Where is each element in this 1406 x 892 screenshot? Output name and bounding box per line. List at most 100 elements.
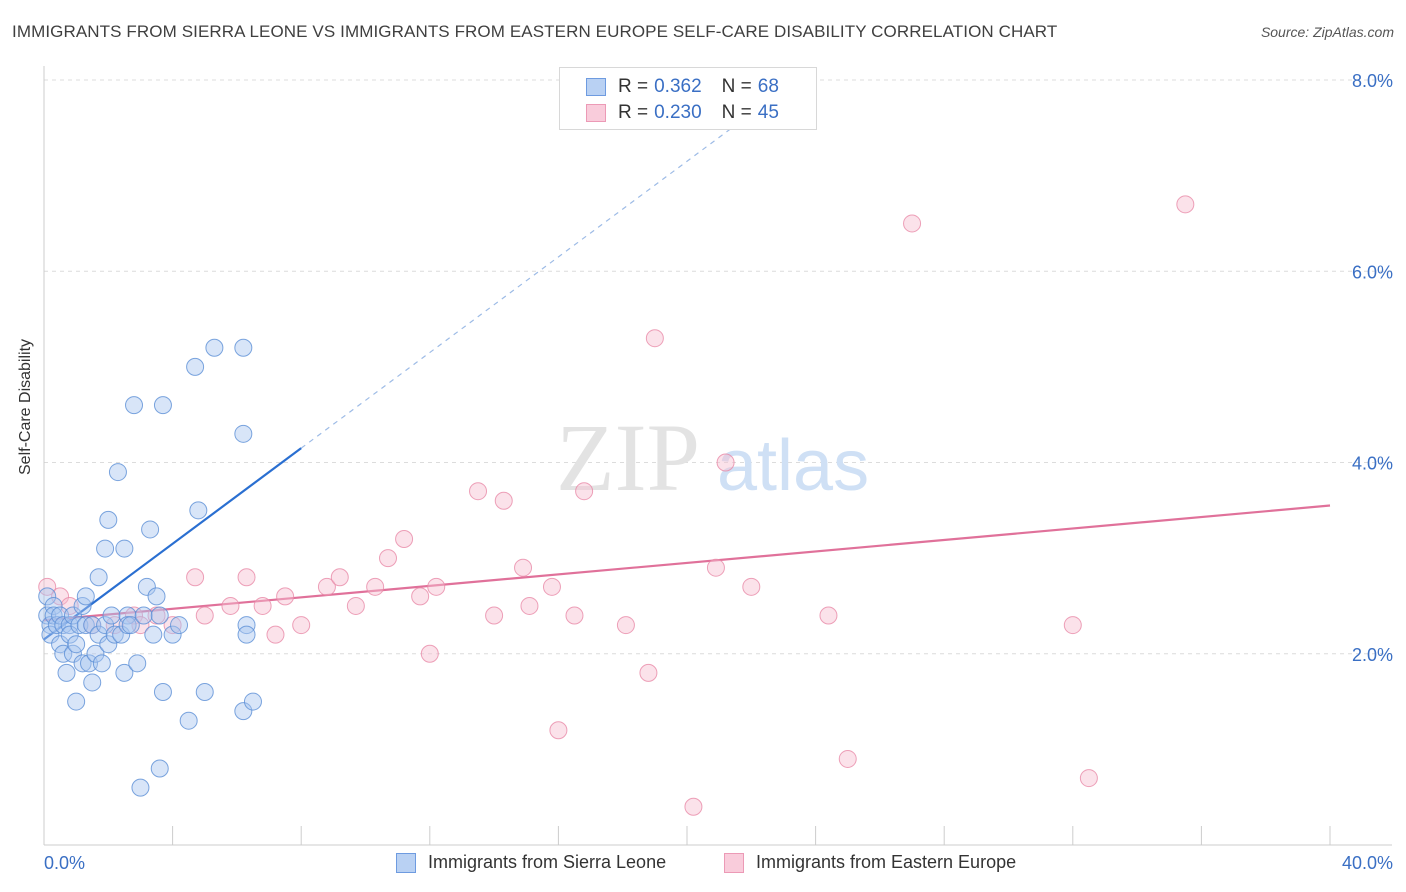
point-eastern-europe [51, 587, 70, 606]
legend-row-eastern-europe: R = 0.230 N = 45 [586, 101, 779, 125]
point-eastern-europe [716, 453, 735, 472]
point-eastern-europe [838, 749, 857, 768]
point-sierra-leone [205, 338, 224, 357]
point-sierra-leone [67, 635, 86, 654]
point-eastern-europe [565, 606, 584, 625]
point-sierra-leone [92, 654, 111, 673]
point-sierra-leone [195, 683, 214, 701]
point-eastern-europe [195, 606, 214, 625]
point-eastern-europe [253, 596, 272, 615]
point-eastern-europe [1063, 616, 1082, 635]
point-eastern-europe [131, 616, 150, 635]
point-sierra-leone [73, 596, 92, 615]
point-eastern-europe [317, 577, 336, 596]
point-eastern-europe [163, 616, 182, 635]
point-sierra-leone [99, 510, 118, 529]
point-sierra-leone [41, 616, 60, 635]
point-eastern-europe [427, 577, 446, 596]
point-eastern-europe [276, 587, 295, 606]
point-sierra-leone [83, 673, 102, 692]
point-sierra-leone [115, 539, 134, 558]
point-eastern-europe [684, 797, 703, 816]
legend-n-label: N = [721, 76, 752, 97]
point-sierra-leone [51, 635, 70, 654]
point-sierra-leone [144, 625, 163, 644]
legend-swatch-blue [586, 78, 606, 96]
point-eastern-europe [330, 568, 349, 587]
point-eastern-europe [1176, 195, 1195, 214]
point-sierra-leone [38, 587, 57, 606]
axes [43, 66, 1392, 846]
legend-n-label: N = [721, 102, 752, 123]
y-tick-label: 4.0% [1352, 454, 1393, 474]
point-eastern-europe [639, 663, 658, 682]
point-eastern-europe [616, 616, 635, 635]
point-sierra-leone [134, 606, 153, 625]
y-tick-label: 6.0% [1352, 262, 1393, 282]
point-sierra-leone [60, 625, 79, 644]
point-sierra-leone [73, 654, 92, 673]
point-sierra-leone [150, 606, 169, 625]
point-eastern-europe [125, 606, 144, 625]
point-sierra-leone [186, 357, 205, 376]
point-eastern-europe [186, 568, 205, 587]
trend-lines [43, 112, 1331, 641]
point-sierra-leone [237, 625, 256, 644]
point-sierra-leone [141, 520, 160, 539]
legend-n-value: 45 [757, 102, 779, 123]
bottom-legend-eastern-europe: Immigrants from Eastern Europe [724, 852, 1016, 873]
point-sierra-leone [243, 692, 262, 711]
watermark: ZIP atlas [556, 404, 869, 511]
point-sierra-leone [125, 396, 144, 415]
point-eastern-europe [542, 577, 561, 596]
point-sierra-leone [83, 616, 102, 635]
point-sierra-leone [153, 396, 172, 415]
watermark-zip: ZIP [556, 404, 700, 511]
bottom-legend-label: Immigrants from Sierra Leone [428, 852, 667, 872]
point-eastern-europe [514, 558, 533, 577]
point-sierra-leone [89, 568, 108, 587]
bottom-legend-label: Immigrants from Eastern Europe [756, 852, 1017, 872]
point-sierra-leone [54, 616, 73, 635]
point-sierra-leone [128, 654, 147, 673]
point-sierra-leone [47, 616, 66, 635]
point-sierra-leone [80, 654, 99, 673]
legend-row-sierra-leone: R = 0.362 N = 68 [586, 75, 779, 99]
point-eastern-europe [469, 482, 488, 501]
point-eastern-europe [645, 329, 664, 348]
point-eastern-europe [742, 577, 761, 596]
legend-swatch-pink [586, 104, 606, 122]
point-sierra-leone [147, 587, 166, 606]
chart-title: IMMIGRANTS FROM SIERRA LEONE VS IMMIGRAN… [12, 22, 1058, 41]
x-tick-label: 40.0% [1342, 853, 1393, 873]
point-sierra-leone [89, 625, 108, 644]
point-eastern-europe [411, 587, 430, 606]
point-eastern-europe [379, 549, 398, 568]
legend-r-label: R = [618, 76, 649, 97]
point-eastern-europe [346, 596, 365, 615]
point-eastern-europe [819, 606, 838, 625]
point-sierra-leone [131, 778, 150, 797]
point-sierra-leone [153, 683, 172, 701]
legend-r-label: R = [618, 102, 649, 123]
point-sierra-leone [86, 644, 105, 663]
point-sierra-leone [63, 644, 82, 663]
point-eastern-europe [706, 558, 725, 577]
point-sierra-leone [108, 463, 127, 482]
point-sierra-leone [234, 702, 253, 721]
bottom-legend-sierra-leone: Immigrants from Sierra Leone [396, 852, 666, 873]
correlation-legend: R = 0.362 N = 68 R = 0.230 N = 45 [559, 67, 817, 130]
point-eastern-europe [903, 214, 922, 233]
point-sierra-leone [112, 625, 131, 644]
point-sierra-leone [54, 644, 73, 663]
point-sierra-leone [163, 625, 182, 644]
bottom-legend-swatch-pink [724, 852, 744, 873]
point-eastern-europe [221, 596, 240, 615]
point-sierra-leone [189, 501, 208, 520]
trend-line-eastern-europe [43, 504, 1331, 622]
point-eastern-europe [485, 606, 504, 625]
point-sierra-leone [96, 539, 115, 558]
point-eastern-europe [60, 596, 79, 615]
point-eastern-europe [420, 644, 439, 663]
point-sierra-leone [41, 625, 60, 644]
